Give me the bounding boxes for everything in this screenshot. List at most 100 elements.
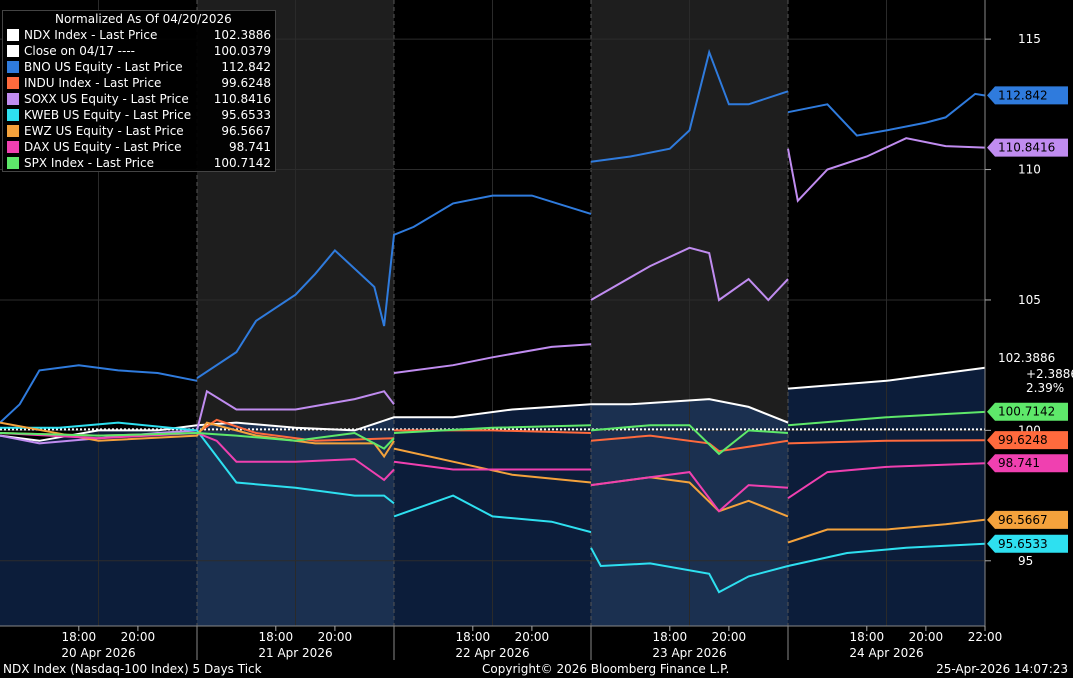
legend-swatch: [7, 93, 19, 105]
value-tag-bg-0: [987, 349, 1068, 368]
legend-label: NDX Index - Last Price: [24, 28, 158, 42]
legend-item: Close on 04/17 ---- 100.0379: [3, 43, 275, 59]
value-tag-bg-8: [987, 402, 1068, 421]
legend-item: INDU Index - Last Price 99.6248: [3, 75, 275, 91]
x-time-label-0: 18:00: [62, 630, 97, 644]
value-tag-5: 95.6533: [998, 537, 1048, 551]
x-time-label-5: 20:00: [515, 630, 550, 644]
legend-label: SOXX US Equity - Last Price: [24, 92, 189, 106]
x-time-label-4: 18:00: [456, 630, 491, 644]
legend-label: INDU Index - Last Price: [24, 76, 162, 90]
legend-value: 102.3886: [213, 28, 271, 42]
x-time-label-2: 18:00: [259, 630, 294, 644]
value-tag-7: 98.741: [998, 456, 1040, 470]
series-line-6-1: [393, 447, 592, 484]
x-time-label-7: 20:00: [712, 630, 747, 644]
legend-item: NDX Index - Last Price 102.3886: [3, 27, 275, 43]
series-line-4-1: [393, 343, 592, 374]
series-line-2-1: [196, 194, 592, 380]
series-line-3-3: [787, 439, 986, 445]
value-tag-3: 99.6248: [998, 433, 1048, 447]
series-line-8-3: [787, 410, 986, 427]
value-tag-bg-5: [987, 534, 1068, 553]
legend-item: DAX US Equity - Last Price 98.741: [3, 139, 275, 155]
legend-item: SOXX US Equity - Last Price 110.8416: [3, 91, 275, 107]
legend-swatch: [7, 61, 19, 73]
x-day-label-1: 21 Apr 2026: [258, 646, 332, 660]
y-tick-label-0: 95: [1018, 554, 1033, 568]
series-line-5-1: [393, 494, 592, 534]
legend-label: EWZ US Equity - Last Price: [24, 124, 184, 138]
legend-swatch: [7, 77, 19, 89]
value-tag-bg-3: [987, 431, 1068, 450]
legend-value: 98.741: [229, 140, 271, 154]
series-line-7-0: [0, 431, 395, 482]
series-line-5-0: [0, 421, 395, 505]
x-time-label-6: 18:00: [653, 630, 688, 644]
y-tick-label-4: 115: [1018, 32, 1041, 46]
legend: Normalized As Of 04/20/2026 NDX Index - …: [2, 10, 276, 172]
legend-swatch: [7, 45, 19, 57]
series-lines: [0, 48, 986, 594]
series-line-7-1: [393, 460, 591, 471]
x-time-label-8: 18:00: [850, 630, 885, 644]
footer-timestamp: 25-Apr-2026 14:07:23: [936, 662, 1068, 676]
chart-title: Normalized As Of 04/20/2026: [55, 12, 232, 26]
legend-label: DAX US Equity - Last Price: [24, 140, 182, 154]
value-tag-bg-4: [987, 138, 1068, 157]
legend-label: Close on 04/17 ----: [24, 44, 135, 58]
series-line-2-3: [787, 92, 986, 137]
legend-swatch: [7, 109, 19, 121]
footer-copyright: Copyright© 2026 Bloomberg Finance L.P.: [482, 662, 730, 676]
value-tag-8: 100.7142: [998, 405, 1055, 419]
series-line-4-2: [590, 246, 789, 302]
series-line-7-3: [787, 462, 986, 500]
series-line-6-0: [0, 421, 395, 459]
legend-swatch: [7, 157, 19, 169]
legend-value: 99.6248: [221, 76, 271, 90]
series-line-8-0: [0, 431, 395, 450]
x-day-label-4: 24 Apr 2026: [849, 646, 923, 660]
x-day-label-0: 20 Apr 2026: [61, 646, 135, 660]
ndx-pct-label: 2.39%: [1026, 381, 1064, 395]
series-line-6-3: [787, 518, 986, 544]
series-line-7-2: [590, 471, 789, 513]
x-time-label-3: 20:00: [318, 630, 353, 644]
y-tick-label-3: 110: [1018, 163, 1041, 177]
legend-item: KWEB US Equity - Last Price 95.6533: [3, 107, 275, 123]
x-time-label-1: 20:00: [121, 630, 156, 644]
ndx-change-label: +2.3886: [1026, 367, 1073, 381]
x-time-label-10: 22:00: [968, 630, 1003, 644]
series-line-2-0: [0, 364, 198, 424]
legend-swatch: [7, 141, 19, 153]
legend-value: 100.7142: [213, 156, 271, 170]
series-line-0-0: [0, 398, 789, 442]
footer-security: NDX Index (Nasdaq-100 Index) 5 Days Tick: [3, 662, 262, 676]
legend-value: 96.5667: [221, 124, 271, 138]
legend-item: BNO US Equity - Last Price 112.842: [3, 59, 275, 75]
legend-label: BNO US Equity - Last Price: [24, 60, 183, 74]
series-line-5-2: [590, 542, 986, 594]
series-line-8-1: [393, 424, 592, 434]
y-tick-label-2: 105: [1018, 293, 1041, 307]
legend-value: 112.842: [221, 60, 271, 74]
footer: NDX Index (Nasdaq-100 Index) 5 Days Tick…: [0, 660, 1073, 678]
x-time-label-9: 20:00: [909, 630, 944, 644]
value-tag-2: 112.842: [998, 88, 1048, 102]
value-tag-4: 110.8416: [998, 141, 1055, 155]
legend-value: 95.6533: [221, 108, 271, 122]
legend-label: SPX Index - Last Price: [24, 156, 154, 170]
legend-swatch: [7, 125, 19, 137]
value-tag-bg-6: [987, 510, 1068, 529]
legend-item: SPX Index - Last Price 100.7142: [3, 155, 275, 171]
legend-swatch: [7, 29, 19, 41]
value-tag-6: 96.5667: [998, 513, 1048, 527]
series-line-4-0: [0, 389, 395, 445]
x-day-label-3: 23 Apr 2026: [652, 646, 726, 660]
value-tags: 102.3886 112.842 99.6248 110.8416 96.5667 98.…: [987, 86, 1073, 553]
legend-item: EWZ US Equity - Last Price 96.5667: [3, 123, 275, 139]
series-line-4-3: [787, 137, 986, 203]
series-line-0-1: [787, 366, 986, 390]
value-tag-0: 102.3886: [998, 351, 1055, 365]
